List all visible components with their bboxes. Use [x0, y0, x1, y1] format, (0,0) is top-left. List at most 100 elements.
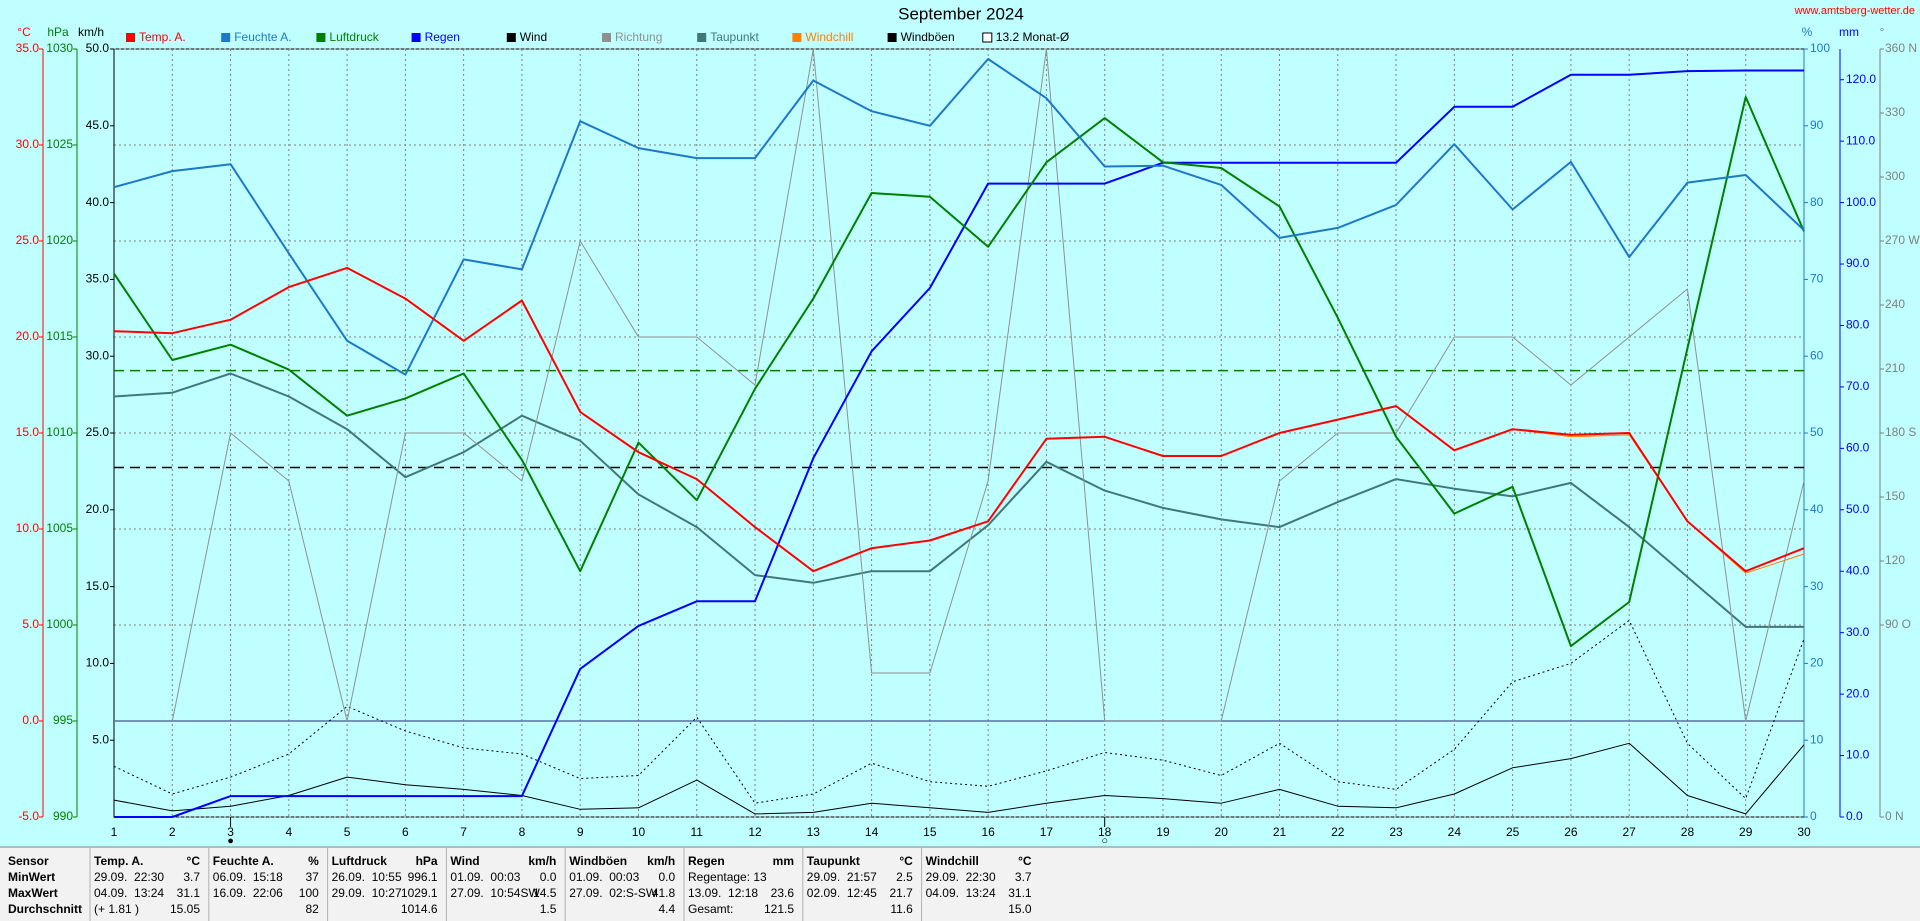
row-label: MaxWert: [8, 886, 58, 900]
x-tick-label: 14: [865, 825, 879, 839]
table-cell: 04.09. 13:24: [94, 886, 164, 900]
row-label: Durchschnitt: [8, 902, 82, 916]
x-tick-label: 6: [402, 825, 409, 839]
legend-swatch: [602, 33, 611, 42]
x-tick-label: 13: [807, 825, 821, 839]
x-tick-label: 25: [1506, 825, 1520, 839]
table-cell: 29.09. 22:30: [926, 870, 996, 884]
x-tick-label: 10: [632, 825, 646, 839]
legend-label: Windböen: [901, 30, 955, 44]
axis-unit: hPa: [47, 25, 69, 39]
column-header: Taupunkt: [807, 854, 860, 868]
table-cell: 3.7: [1015, 870, 1032, 884]
x-tick-label: 7: [460, 825, 467, 839]
x-tick-label: 26: [1564, 825, 1578, 839]
y-tick-label: 70.0: [1846, 379, 1870, 393]
table-cell: 82: [305, 902, 319, 916]
y-tick-label: 70: [1810, 272, 1824, 286]
series-line: [171, 48, 1805, 722]
y-tick-label: 60: [1810, 348, 1824, 362]
moon-symbol: ●: [227, 835, 234, 847]
y-tick-label: 20.0: [1846, 686, 1870, 700]
legend-swatch: [411, 33, 421, 42]
y-tick-label: 20: [1810, 656, 1824, 670]
legend-swatch: [316, 33, 326, 42]
column-header: Feuchte A.: [213, 854, 274, 868]
table-cell: 100: [299, 886, 319, 900]
column-unit: km/h: [647, 854, 675, 868]
y-tick-label: 45.0: [86, 118, 110, 132]
y-tick-label: 1000: [46, 617, 73, 631]
y-tick-label: 150: [1885, 489, 1905, 503]
axis-unit: mm: [1839, 25, 1859, 39]
axis-unit: km/h: [78, 25, 104, 39]
legend-label: Taupunkt: [710, 30, 759, 44]
column-unit: °C: [1018, 854, 1032, 868]
y-tick-label: 5.0: [22, 617, 39, 631]
table-cell: 02.09. 12:45: [807, 886, 877, 900]
y-tick-label: 40: [1810, 502, 1824, 516]
x-tick-label: 28: [1681, 825, 1695, 839]
table-cell: Regentage: 13: [688, 870, 767, 884]
y-tick-label: 30.0: [16, 137, 40, 151]
x-tick-label: 23: [1389, 825, 1403, 839]
y-tick-label: 990: [53, 809, 73, 823]
y-tick-label: 5.0: [92, 732, 109, 746]
y-tick-label: 90.0: [1846, 256, 1870, 270]
table-cell: 1.5: [540, 902, 557, 916]
legend-label: Regen: [425, 30, 460, 44]
table-cell: 06.09. 15:18: [213, 870, 283, 884]
x-tick-label: 20: [1215, 825, 1229, 839]
y-tick-label: 0.0: [1846, 809, 1863, 823]
y-tick-label: 995: [53, 713, 73, 727]
column-header: Regen: [688, 854, 725, 868]
x-tick-label: 1: [111, 825, 118, 839]
column-unit: mm: [773, 854, 794, 868]
column-unit: °C: [899, 854, 913, 868]
table-corner hdr: Sensor: [8, 854, 49, 868]
y-tick-label: 1015: [46, 329, 73, 343]
column-header: Wind: [450, 854, 479, 868]
x-tick-label: 17: [1040, 825, 1054, 839]
table-cell: 0.0: [540, 870, 557, 884]
x-tick-label: 30: [1797, 825, 1811, 839]
table-cell: 26.09. 10:55: [332, 870, 402, 884]
table-cell: 31.1: [177, 886, 201, 900]
x-tick-label: 3: [227, 825, 234, 839]
y-tick-label: 15.0: [86, 579, 110, 593]
table-cell: 1014.6: [401, 902, 438, 916]
y-tick-label: 0.0: [22, 713, 39, 727]
y-tick-label: 10.0: [1846, 748, 1870, 762]
legend-label: Luftdruck: [329, 30, 379, 44]
series-line: [113, 619, 1805, 804]
x-tick-label: 4: [285, 825, 292, 839]
column-header: Luftdruck: [332, 854, 388, 868]
chart-title: September 2024: [898, 4, 1024, 23]
row-label: MinWert: [8, 870, 55, 884]
x-tick-label: 27: [1622, 825, 1636, 839]
y-tick-label: 90: [1810, 118, 1824, 132]
y-tick-label: 110.0: [1846, 133, 1875, 147]
x-tick-label: 2: [169, 825, 176, 839]
table-cell: 31.1: [1008, 886, 1032, 900]
column-unit: °C: [187, 854, 201, 868]
table-cell: 16.09. 22:06: [213, 886, 283, 900]
x-tick-label: 5: [344, 825, 351, 839]
y-tick-label: 180 S: [1885, 425, 1916, 439]
y-tick-label: 270 W: [1885, 233, 1920, 247]
y-tick-label: 35.0: [86, 272, 110, 286]
table-cell: 21.7: [889, 886, 913, 900]
legend-swatch: [506, 33, 516, 42]
series-line: [114, 69, 1804, 818]
x-tick-label: 19: [1156, 825, 1170, 839]
moon-symbol: ○: [1101, 835, 1108, 847]
table-cell: (+ 1.81 ): [94, 902, 139, 916]
table-background: [0, 847, 1920, 921]
column-header: Windchill: [926, 854, 979, 868]
column-unit: %: [308, 854, 319, 868]
y-tick-label: 25.0: [16, 233, 40, 247]
y-tick-label: 1025: [46, 137, 73, 151]
y-tick-label: 300: [1885, 169, 1905, 183]
table-cell: 13.09. 12:18: [688, 886, 758, 900]
